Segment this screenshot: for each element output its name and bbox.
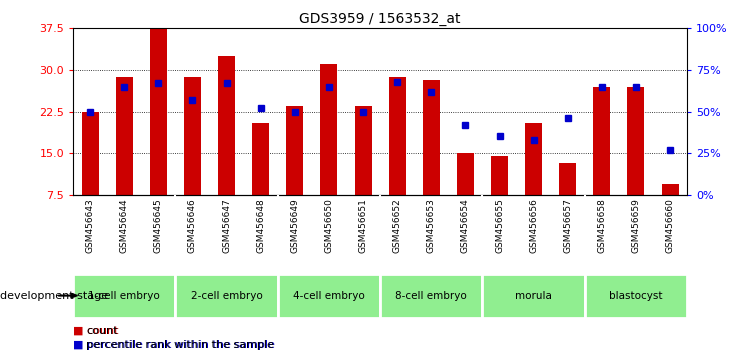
Text: GSM456656: GSM456656: [529, 199, 538, 253]
Bar: [627, 86, 645, 195]
Bar: [82, 112, 99, 195]
Text: development stage: development stage: [0, 291, 108, 301]
Text: GSM456649: GSM456649: [290, 199, 299, 253]
Bar: [380, 274, 482, 318]
Text: GSM456650: GSM456650: [325, 199, 333, 253]
Bar: [559, 163, 576, 195]
Bar: [594, 86, 610, 195]
Text: ■ percentile rank within the sample: ■ percentile rank within the sample: [73, 340, 275, 350]
Text: GSM456658: GSM456658: [597, 199, 606, 253]
Text: GSM456657: GSM456657: [564, 199, 572, 253]
Bar: [278, 274, 380, 318]
Text: GSM456646: GSM456646: [188, 199, 197, 253]
Bar: [73, 274, 175, 318]
Text: 4-cell embryo: 4-cell embryo: [293, 291, 365, 301]
Text: 8-cell embryo: 8-cell embryo: [395, 291, 467, 301]
Bar: [491, 156, 508, 195]
Text: ■ count: ■ count: [73, 326, 118, 336]
Bar: [287, 106, 303, 195]
Bar: [115, 76, 133, 195]
Text: GSM456644: GSM456644: [120, 199, 129, 253]
Text: count: count: [86, 326, 118, 336]
Bar: [457, 153, 474, 195]
Bar: [423, 80, 440, 195]
Title: GDS3959 / 1563532_at: GDS3959 / 1563532_at: [300, 12, 461, 26]
Bar: [184, 77, 201, 195]
Bar: [218, 56, 235, 195]
Bar: [389, 76, 406, 195]
Bar: [150, 28, 167, 195]
Text: GSM456651: GSM456651: [359, 199, 368, 253]
Bar: [662, 184, 678, 195]
Text: 1-cell embryo: 1-cell embryo: [88, 291, 160, 301]
Text: GSM456655: GSM456655: [495, 199, 504, 253]
Bar: [355, 106, 371, 195]
Bar: [175, 274, 278, 318]
Bar: [320, 64, 338, 195]
Text: morula: morula: [515, 291, 552, 301]
Text: GSM456653: GSM456653: [427, 199, 436, 253]
Text: percentile rank within the sample: percentile rank within the sample: [86, 340, 274, 350]
Text: GSM456647: GSM456647: [222, 199, 231, 253]
Text: GSM456643: GSM456643: [86, 199, 94, 253]
Text: GSM456660: GSM456660: [666, 199, 675, 253]
Text: GSM456645: GSM456645: [154, 199, 163, 253]
Text: blastocyst: blastocyst: [609, 291, 663, 301]
Bar: [525, 122, 542, 195]
Text: GSM456654: GSM456654: [461, 199, 470, 253]
Text: GSM456659: GSM456659: [632, 199, 640, 253]
Bar: [482, 274, 585, 318]
Text: GSM456652: GSM456652: [393, 199, 401, 253]
Bar: [252, 122, 269, 195]
Bar: [585, 274, 687, 318]
Text: GSM456648: GSM456648: [257, 199, 265, 253]
Text: 2-cell embryo: 2-cell embryo: [191, 291, 262, 301]
